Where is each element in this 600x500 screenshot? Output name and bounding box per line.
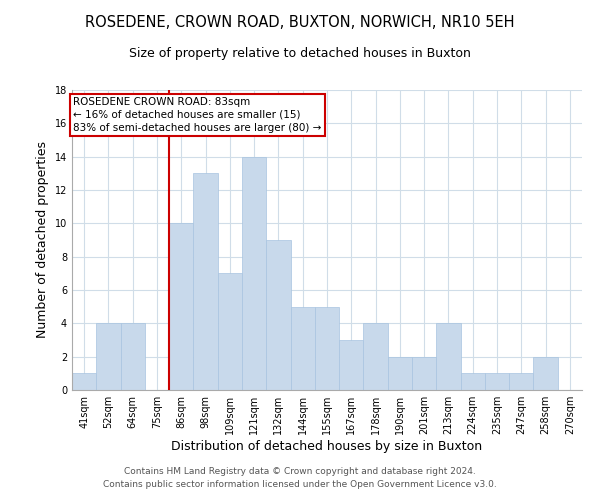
Bar xyxy=(315,306,339,390)
Bar xyxy=(509,374,533,390)
Bar xyxy=(72,374,96,390)
Bar xyxy=(412,356,436,390)
Bar xyxy=(290,306,315,390)
Bar xyxy=(485,374,509,390)
Bar xyxy=(266,240,290,390)
Y-axis label: Number of detached properties: Number of detached properties xyxy=(36,142,49,338)
Bar xyxy=(193,174,218,390)
Bar xyxy=(461,374,485,390)
X-axis label: Distribution of detached houses by size in Buxton: Distribution of detached houses by size … xyxy=(172,440,482,453)
Text: Contains public sector information licensed under the Open Government Licence v3: Contains public sector information licen… xyxy=(103,480,497,489)
Bar xyxy=(339,340,364,390)
Bar xyxy=(364,324,388,390)
Text: ROSEDENE, CROWN ROAD, BUXTON, NORWICH, NR10 5EH: ROSEDENE, CROWN ROAD, BUXTON, NORWICH, N… xyxy=(85,15,515,30)
Bar xyxy=(436,324,461,390)
Bar xyxy=(96,324,121,390)
Bar xyxy=(169,224,193,390)
Text: Contains HM Land Registry data © Crown copyright and database right 2024.: Contains HM Land Registry data © Crown c… xyxy=(124,467,476,476)
Bar xyxy=(242,156,266,390)
Text: ROSEDENE CROWN ROAD: 83sqm
← 16% of detached houses are smaller (15)
83% of semi: ROSEDENE CROWN ROAD: 83sqm ← 16% of deta… xyxy=(73,96,322,133)
Text: Size of property relative to detached houses in Buxton: Size of property relative to detached ho… xyxy=(129,48,471,60)
Bar xyxy=(121,324,145,390)
Bar xyxy=(388,356,412,390)
Bar xyxy=(533,356,558,390)
Bar xyxy=(218,274,242,390)
